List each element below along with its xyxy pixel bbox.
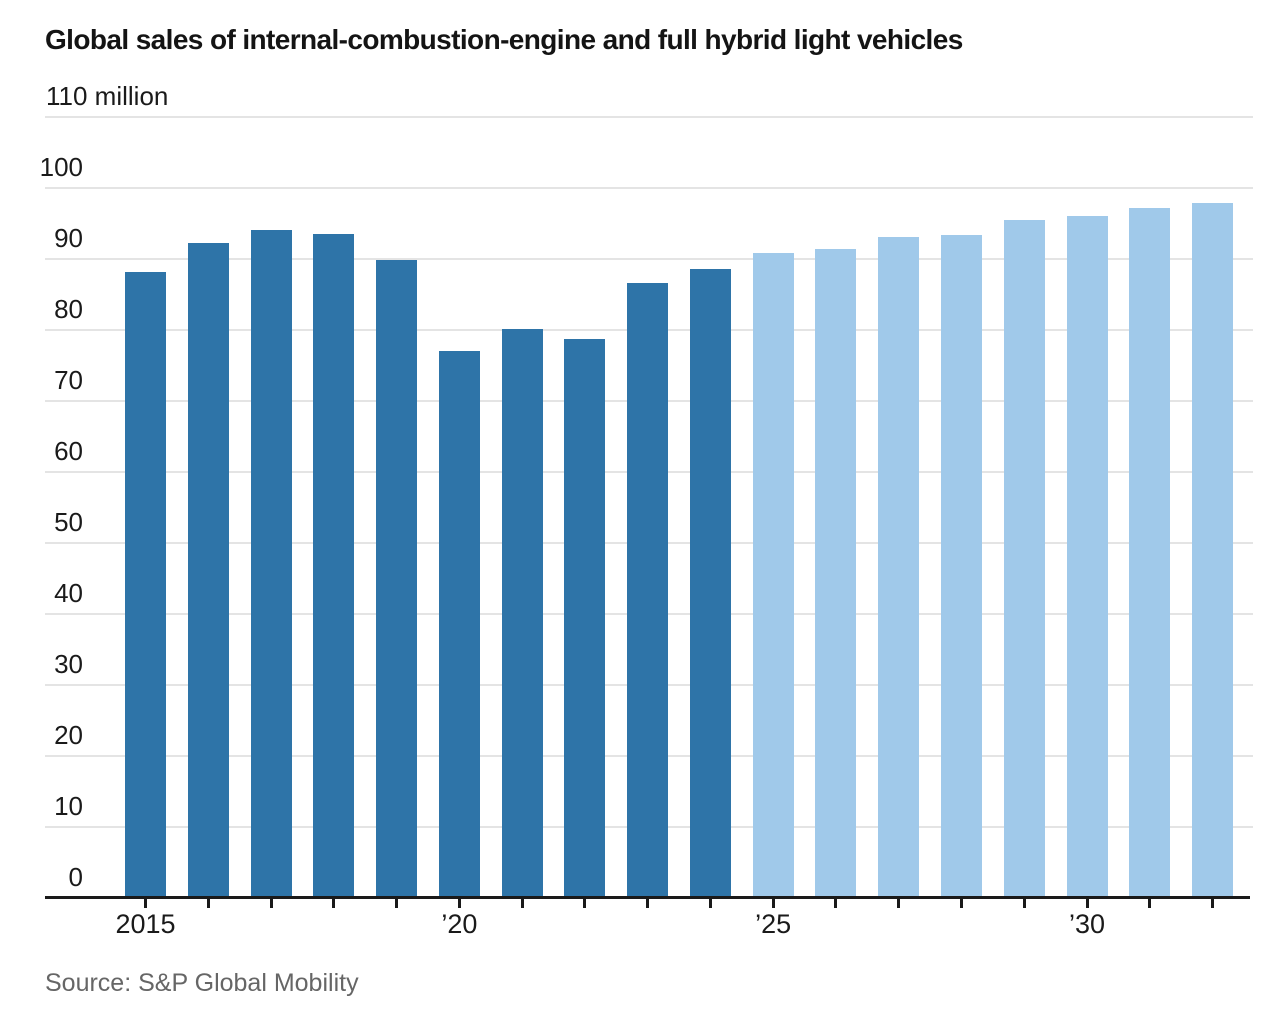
gridline-90 xyxy=(45,258,1253,260)
y-axis-label-90: 90 xyxy=(54,223,83,253)
x-axis-label-2025: ’25 xyxy=(755,909,792,939)
x-tick-2017 xyxy=(269,899,273,908)
bar-2025 xyxy=(752,253,794,898)
y-axis-label-10: 10 xyxy=(54,791,83,821)
x-tick-2025 xyxy=(771,899,775,908)
y-axis-label-40: 40 xyxy=(54,578,83,608)
bar-2020 xyxy=(438,350,480,898)
x-axis-label-2030: ’30 xyxy=(1069,909,1106,939)
x-tick-2026 xyxy=(834,899,838,908)
bar-2018 xyxy=(313,234,355,898)
bar-2016 xyxy=(187,243,229,898)
x-tick-2018 xyxy=(332,899,336,908)
bar-2017 xyxy=(250,229,292,898)
y-axis-label-20: 20 xyxy=(54,720,83,750)
x-tick-2029 xyxy=(1022,899,1026,908)
x-tick-2022 xyxy=(583,899,587,908)
x-tick-2021 xyxy=(520,899,524,908)
bar-2032 xyxy=(1192,202,1234,898)
y-axis-label-70: 70 xyxy=(54,365,83,395)
x-tick-2032 xyxy=(1211,899,1215,908)
bar-2022 xyxy=(564,339,606,898)
x-tick-2028 xyxy=(960,899,963,908)
x-axis-line xyxy=(45,896,1250,899)
bar-2019 xyxy=(376,260,418,898)
y-axis-label-0: 0 xyxy=(68,862,83,892)
bar-2029 xyxy=(1003,219,1045,898)
x-tick-2016 xyxy=(206,899,210,908)
x-tick-2024 xyxy=(708,899,712,908)
x-tick-2015 xyxy=(144,899,147,908)
source-attribution: Source: S&P Global Mobility xyxy=(45,969,359,997)
y-axis-label-100: 100 xyxy=(39,152,83,182)
gridline-110 xyxy=(45,116,1253,118)
x-axis-label-2015: 2015 xyxy=(115,909,176,939)
bar-2027 xyxy=(878,236,920,898)
y-axis-label-50: 50 xyxy=(54,507,83,537)
bar-2026 xyxy=(815,249,857,898)
x-tick-2031 xyxy=(1148,899,1152,908)
bar-2030 xyxy=(1066,215,1108,898)
bar-2031 xyxy=(1129,207,1171,898)
bar-2015 xyxy=(125,271,166,898)
y-axis-label-110: 110 million xyxy=(46,81,169,111)
x-tick-2023 xyxy=(646,899,650,908)
x-tick-2027 xyxy=(897,899,901,908)
gridline-100 xyxy=(45,187,1253,189)
bar-2021 xyxy=(501,329,543,898)
y-axis-label-60: 60 xyxy=(54,436,83,466)
bar-2024 xyxy=(689,268,731,898)
bar-2023 xyxy=(627,283,669,898)
bar-2028 xyxy=(941,234,982,898)
y-axis-label-30: 30 xyxy=(54,649,83,679)
x-tick-2030 xyxy=(1085,899,1089,908)
y-axis-label-80: 80 xyxy=(54,294,83,324)
x-axis-label-2020: ’20 xyxy=(441,909,478,939)
x-tick-2019 xyxy=(395,899,399,908)
chart-title: Global sales of internal-combustion-engi… xyxy=(45,24,963,55)
x-tick-2020 xyxy=(457,899,461,908)
